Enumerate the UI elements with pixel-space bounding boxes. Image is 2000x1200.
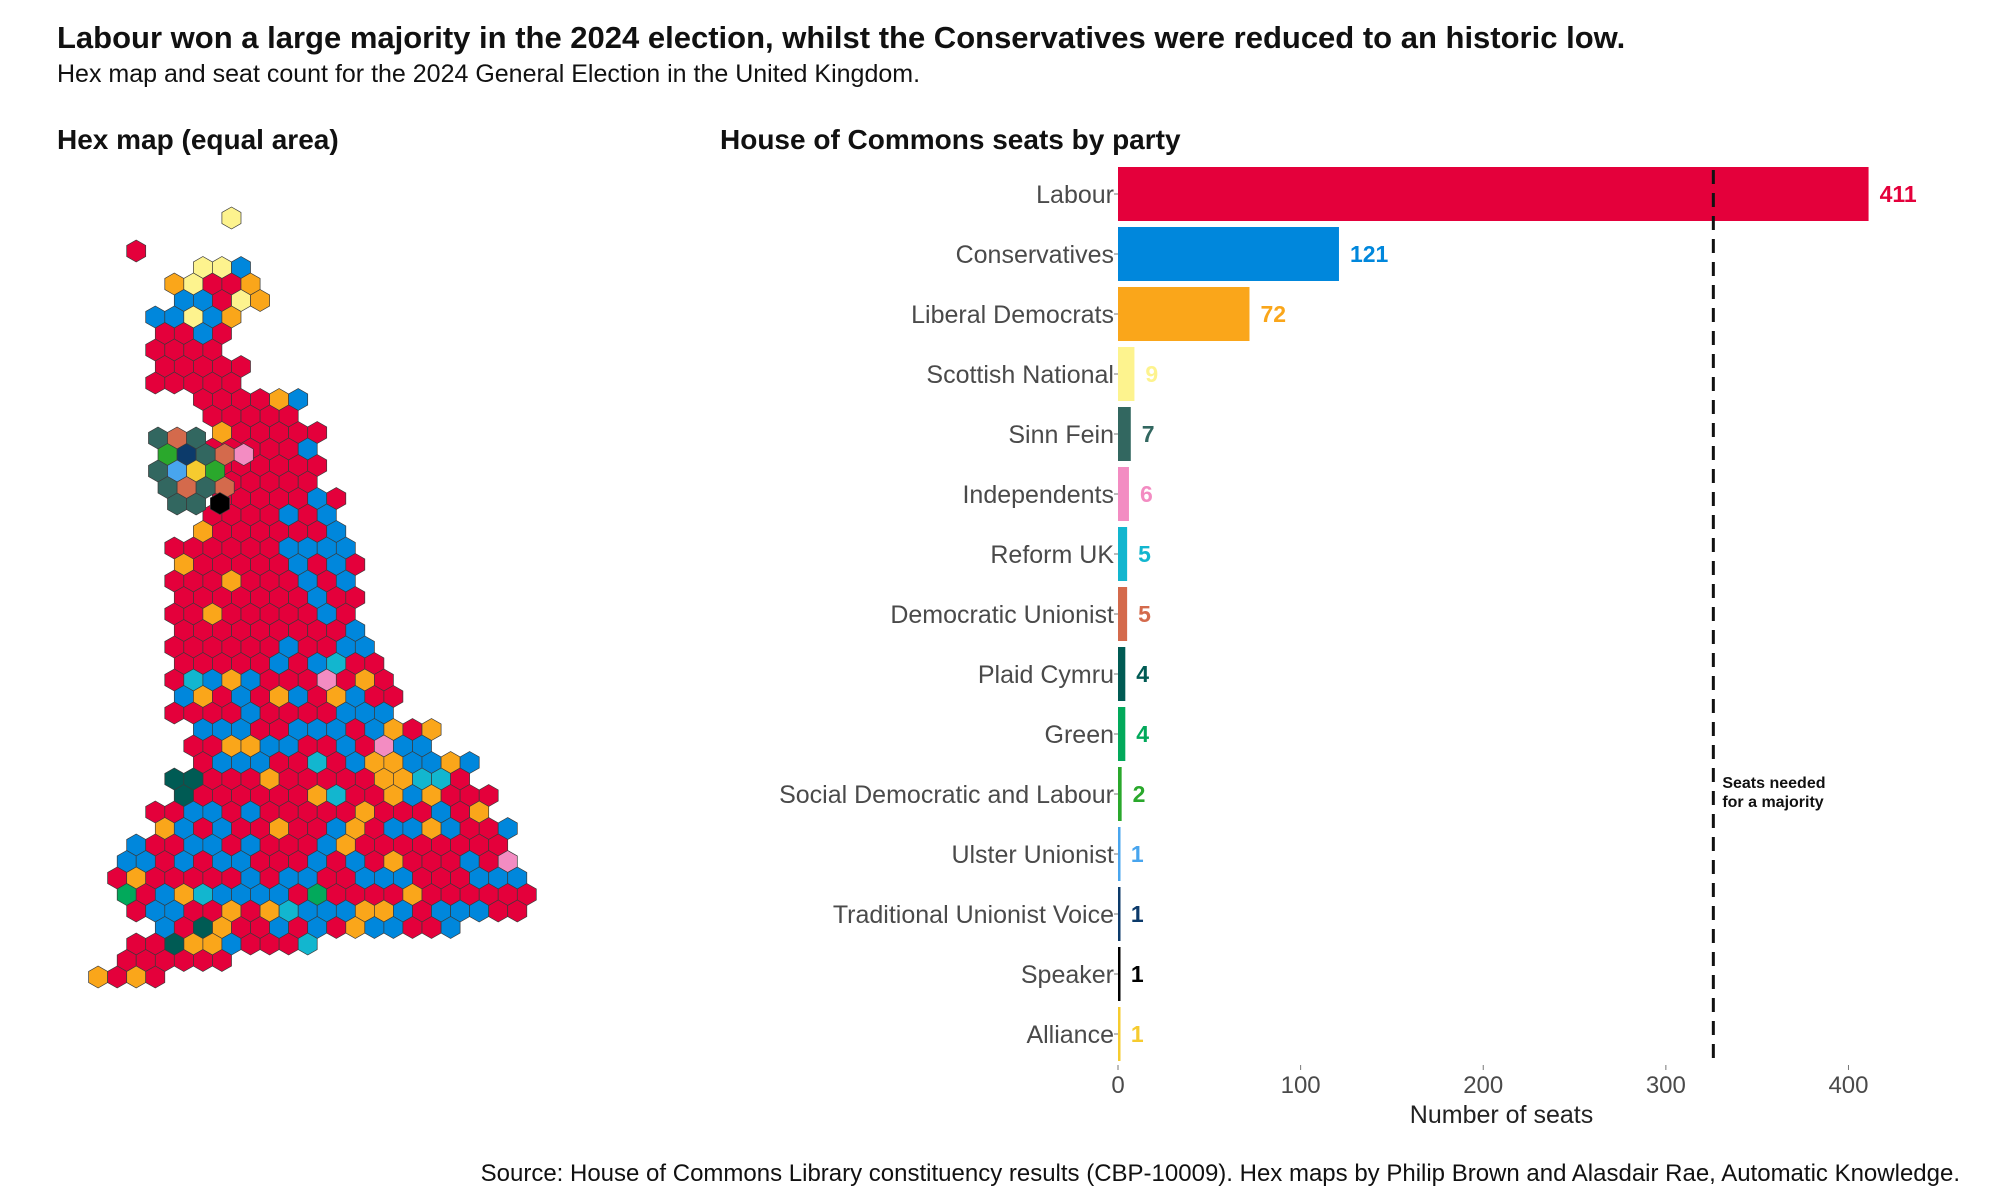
constituency-hex [212,949,232,972]
category-label: Labour [1036,181,1114,209]
x-tick-label: 200 [1463,1072,1503,1099]
category-label: Speaker [1021,961,1114,989]
category-label: Independents [962,481,1114,509]
value-label: 411 [1880,181,1917,207]
value-label: 4 [1136,661,1149,687]
bar-sinn-fein [1118,407,1131,461]
value-label: 1 [1131,901,1144,927]
category-label: Conservatives [956,241,1114,269]
x-tick-label: 100 [1281,1072,1321,1099]
value-label: 9 [1145,361,1158,387]
bar-social-democratic-and-labour [1118,767,1122,821]
constituency-hex [221,206,242,230]
x-tick-label: 0 [1111,1072,1124,1099]
value-label: 1 [1131,841,1144,867]
bar-conservatives [1118,227,1339,281]
category-label: Scottish National [926,361,1114,389]
constituency-hex [145,965,166,989]
constituency-hex [297,932,318,956]
constituency-hex [250,289,270,312]
value-label: 4 [1136,721,1149,747]
category-label: Reform UK [990,541,1114,569]
x-tick-label: 400 [1828,1072,1868,1099]
hex-map-title: Hex map (equal area) [57,124,339,155]
bar-chart-title: House of Commons seats by party [720,124,1181,155]
category-label: Green [1045,721,1114,749]
value-label: 5 [1138,541,1151,567]
constituency-hex [507,899,528,923]
category-label: Ulster Unionist [951,841,1114,869]
bar-liberal-democrats [1118,287,1250,341]
constituency-hex [164,932,185,956]
category-label: Alliance [1026,1021,1114,1049]
value-label: 1 [1131,961,1144,987]
value-label: 1 [1131,1021,1144,1047]
bar-alliance [1118,1007,1121,1061]
chart-title: Labour won a large majority in the 2024 … [57,20,1626,55]
category-label: Traditional Unionist Voice [833,901,1114,929]
ni-constituency-hex [233,443,254,466]
value-label: 6 [1140,481,1153,507]
bar-plaid-cymru [1118,647,1126,701]
category-label: Plaid Cymru [978,661,1114,689]
bar-green [1118,707,1126,761]
bar-scottish-national [1118,347,1135,401]
ni-constituency-hex [186,492,206,516]
source-note: Source: House of Commons Library constit… [480,1160,1960,1187]
value-label: 72 [1260,301,1286,327]
bar-ulster-unionist [1118,827,1121,881]
category-label: Social Democratic and Labour [779,781,1114,809]
constituency-hex [126,239,147,263]
value-label: 5 [1138,601,1151,627]
speaker-hex [210,492,230,515]
bar-labour [1118,167,1869,221]
x-tick-label: 300 [1646,1072,1686,1099]
hex-map [88,206,537,989]
chart-subtitle: Hex map and seat count for the 2024 Gene… [57,60,921,88]
category-label: Democratic Unionist [890,601,1114,629]
constituency-hex [440,916,461,939]
category-label: Liberal Democrats [911,301,1114,329]
value-label: 2 [1133,781,1146,807]
bar-traditional-unionist-voice [1118,887,1121,941]
x-axis-title: Number of seats [1410,1101,1593,1129]
majority-label: for a majority [1722,794,1823,811]
bar-speaker [1118,947,1121,1001]
bar-reform-uk [1118,527,1128,581]
constituency-hex [193,916,213,939]
bar-democratic-unionist [1118,587,1128,641]
value-label: 7 [1142,421,1155,447]
constituency-hex [183,767,204,791]
majority-label: Seats needed [1722,775,1825,792]
bar-independents [1118,467,1129,521]
value-label: 121 [1350,241,1389,267]
category-label: Sinn Fein [1008,421,1114,449]
